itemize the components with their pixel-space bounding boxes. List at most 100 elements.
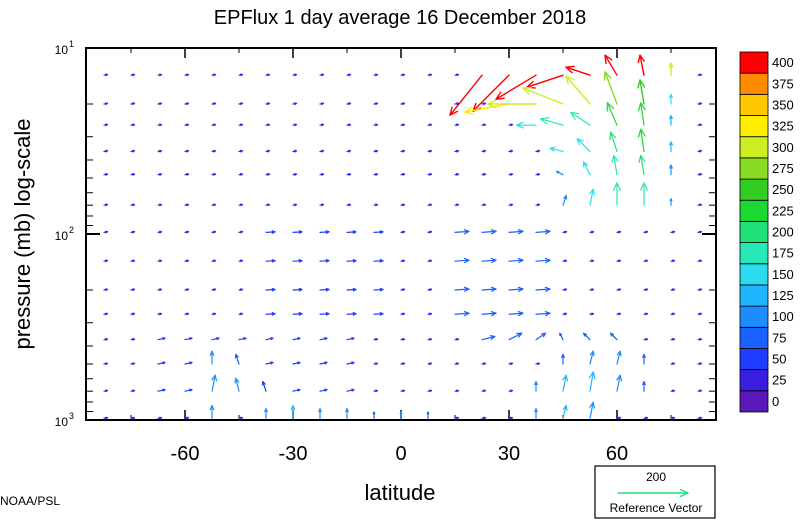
arrow-head: [159, 288, 163, 292]
vector-arrow: [184, 312, 190, 316]
vector-arrow: [400, 230, 406, 234]
vector-arrow: [373, 337, 379, 341]
vector-arrow: [670, 312, 676, 316]
arrow-head: [637, 128, 646, 138]
arrow-head: [402, 288, 406, 292]
vector-arrow: [697, 416, 703, 420]
vector-arrow: [103, 259, 109, 263]
vector-arrow: [454, 149, 460, 153]
arrow-head: [240, 123, 244, 127]
arrow-head: [560, 353, 566, 359]
arrow-head: [379, 230, 384, 234]
arrow-head: [105, 288, 109, 292]
vector-arrow: [157, 73, 163, 77]
vector-arrow: [697, 337, 703, 341]
arrow-head: [325, 258, 330, 263]
arrow-head: [105, 172, 109, 176]
arrow-shaft: [526, 74, 564, 88]
vector-arrow: [559, 332, 564, 341]
vector-arrow: [373, 203, 379, 207]
vector-arrow: [130, 102, 136, 106]
vector-arrow: [130, 312, 136, 316]
arrow-head: [375, 203, 379, 207]
arrow-head: [213, 312, 217, 316]
vector-arrow: [562, 259, 568, 263]
arrow-head: [375, 389, 379, 393]
arrow-head: [606, 102, 615, 112]
vector-arrow: [157, 312, 163, 316]
vector-arrow: [533, 408, 539, 419]
arrow-head: [240, 203, 244, 207]
vector-arrow: [400, 312, 406, 316]
colorbar-label: 200: [772, 225, 794, 240]
vector-arrow: [668, 164, 674, 176]
vector-arrow: [211, 123, 217, 127]
vector-arrow: [589, 288, 595, 292]
arrow-head: [517, 228, 524, 235]
arrow-shaft: [535, 230, 551, 233]
arrow-head: [402, 123, 406, 127]
arrow-head: [645, 312, 649, 316]
vector-arrow: [103, 416, 109, 420]
arrow-head: [298, 311, 303, 316]
arrow-shaft: [464, 103, 510, 113]
vector-arrow: [560, 353, 566, 365]
vector-arrow: [427, 389, 433, 393]
arrow-head: [429, 73, 433, 77]
vector-arrow: [549, 146, 564, 153]
vector-arrow: [400, 259, 406, 263]
arrow-head: [375, 149, 379, 153]
arrow-head: [589, 350, 595, 357]
arrow-head: [324, 337, 328, 341]
arrow-head: [483, 416, 487, 420]
vector-arrow: [562, 404, 568, 419]
arrow-head: [270, 337, 274, 341]
vector-arrow: [373, 172, 379, 176]
arrow-head: [564, 288, 568, 292]
vector-arrow: [103, 389, 109, 393]
arrow-head: [351, 388, 355, 392]
arrow-head: [456, 203, 460, 207]
arrow-shaft: [265, 260, 276, 262]
arrow-head: [612, 182, 622, 191]
arrow-head: [298, 287, 303, 292]
arrow-head: [564, 312, 568, 316]
reference-vector-arrow: [617, 488, 689, 498]
arrow-head: [699, 259, 703, 263]
vector-arrow: [604, 54, 618, 76]
arrow-shaft: [562, 404, 567, 419]
vector-arrow: [157, 337, 166, 341]
arrow-shaft: [508, 230, 524, 233]
arrow-head: [240, 172, 244, 176]
arrow-head: [699, 149, 703, 153]
arrow-head: [240, 149, 244, 153]
arrow-head: [699, 288, 703, 292]
arrow-shaft: [570, 111, 591, 126]
vector-arrow: [535, 149, 541, 153]
arrow-head: [533, 380, 539, 386]
colorbar-label: 350: [772, 97, 794, 112]
arrow-head: [294, 172, 298, 176]
arrow-head: [186, 288, 190, 292]
vector-arrow: [130, 288, 136, 292]
arrow-head: [159, 102, 163, 106]
arrow-shaft: [319, 260, 330, 262]
vector-arrow: [319, 388, 328, 392]
vector-arrow: [697, 172, 703, 176]
vector-arrow: [427, 149, 433, 153]
vector-arrow: [454, 337, 460, 341]
arrow-head: [402, 389, 406, 393]
vector-arrow: [589, 230, 595, 234]
arrow-head: [490, 228, 497, 235]
arrow-head: [352, 230, 357, 234]
vector-arrow: [346, 102, 352, 106]
vector-arrow: [130, 389, 136, 393]
arrow-head: [402, 73, 406, 77]
vector-arrow: [103, 288, 109, 292]
vector-arrow: [427, 362, 433, 366]
vector-arrow: [616, 416, 622, 420]
arrow-head: [321, 172, 325, 176]
arrow-shaft: [481, 335, 496, 341]
arrow-shaft: [508, 259, 524, 262]
reference-value: 200: [646, 470, 666, 484]
